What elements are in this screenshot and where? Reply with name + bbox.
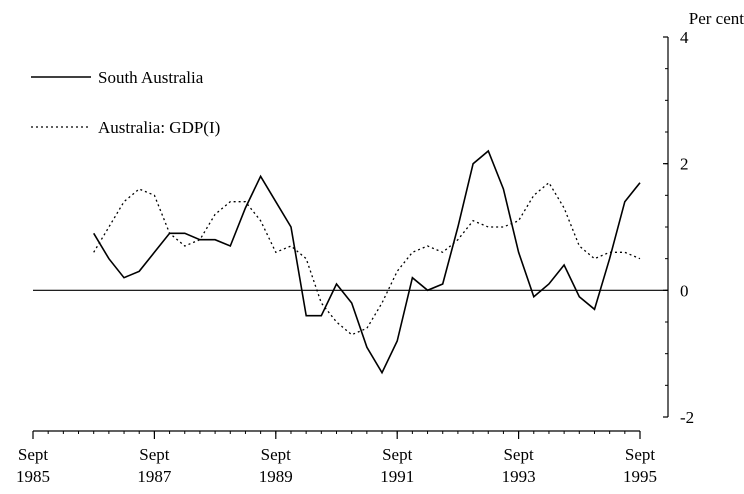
y-tick-label: 0 <box>680 281 689 300</box>
x-tick-label-year: 1985 <box>16 467 50 486</box>
x-tick-label: Sept <box>139 445 170 464</box>
y-axis-label: Per cent <box>689 9 744 28</box>
y-tick-label: 2 <box>680 155 689 174</box>
x-tick-label: Sept <box>503 445 534 464</box>
legend: South Australia Australia: GDP(I) <box>31 68 220 137</box>
series-lines <box>93 149 641 375</box>
x-tick-label: Sept <box>261 445 292 464</box>
x-tick-label-year: 1987 <box>137 467 172 486</box>
x-tick-label: Sept <box>18 445 49 464</box>
x-tick-label-year: 1993 <box>502 467 536 486</box>
y-tick-label: 4 <box>680 28 689 47</box>
series-line-australia-gdp-i <box>93 181 641 336</box>
legend-label: South Australia <box>98 68 204 87</box>
x-tick-label: Sept <box>382 445 413 464</box>
x-tick-label-year: 1991 <box>380 467 414 486</box>
x-tick-label-year: 1995 <box>623 467 657 486</box>
legend-label: Australia: GDP(I) <box>98 118 220 137</box>
x-tick-label-year: 1989 <box>259 467 293 486</box>
series-line-south-australia <box>93 149 641 375</box>
y-tick-label: -2 <box>680 408 694 427</box>
x-tick-label: Sept <box>625 445 656 464</box>
axes: 4 2 0 -2 Sept 1985 Sept 1987 Sept 1989 Sept 1991 Sep… <box>16 28 694 486</box>
